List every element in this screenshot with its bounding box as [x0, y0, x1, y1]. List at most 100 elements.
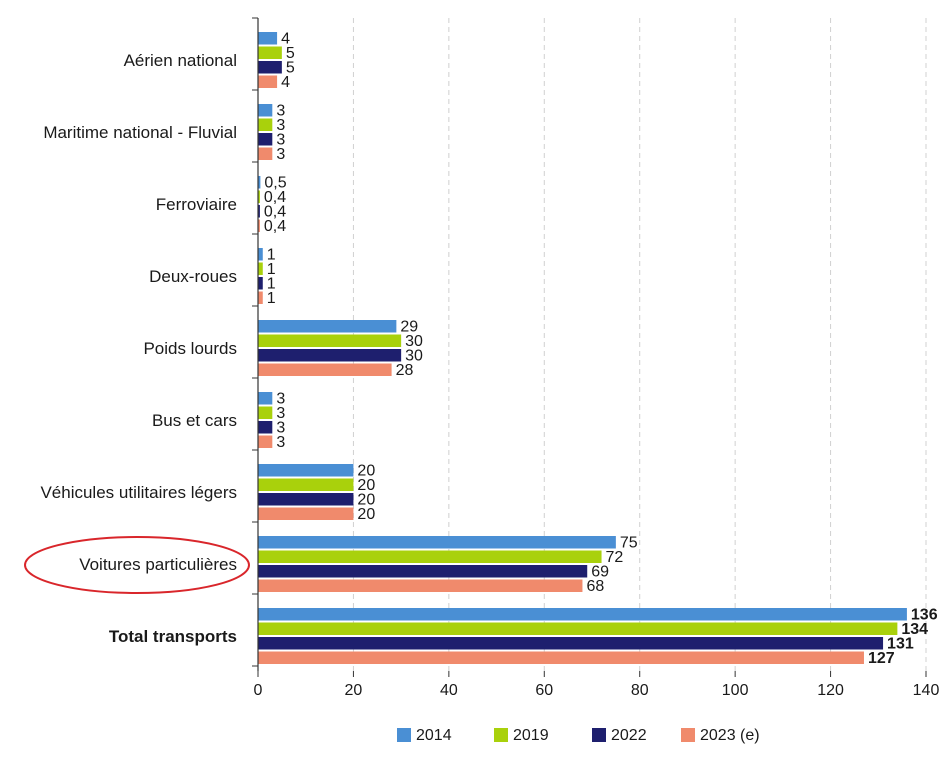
bar-deux-roues-2019: [258, 262, 263, 275]
legend-swatch-2019: [494, 728, 508, 742]
category-labels: Aérien national Maritime national - Fluvi…: [40, 51, 237, 646]
category-label-total-transports: Total transports: [109, 627, 237, 646]
x-tick-label-40: 40: [440, 682, 458, 699]
value-label-maritime-national-fluvial-2022: 3: [276, 131, 285, 148]
value-label-vehicules-utilitaires-legers-2019: 20: [357, 477, 375, 494]
x-tick-label-120: 120: [817, 682, 844, 699]
x-tick-label-140: 140: [913, 682, 940, 699]
bar-voitures-particulieres-2022: [258, 565, 588, 578]
bar-ferroviaire-2019: [258, 190, 260, 203]
value-label-deux-roues-2014: 1: [267, 246, 276, 263]
category-label-voitures-particulieres: Voitures particulières: [79, 555, 237, 574]
value-label-maritime-national-fluvial-2023-e: 3: [276, 146, 285, 163]
bar-total-transports-2023-e: [258, 651, 864, 664]
value-label-poids-lourds-2014: 29: [400, 318, 418, 335]
category-label-deux-roues: Deux-roues: [149, 267, 237, 286]
bar-ferroviaire-2023-e: [258, 219, 260, 232]
highlight-ellipse: [24, 536, 250, 594]
value-label-aerien-national-2023-e: 4: [281, 74, 290, 91]
bar-maritime-national-fluvial-2014: [258, 104, 273, 117]
legend-swatch-2023-e: [681, 728, 695, 742]
bar-bus-et-cars-2023-e: [258, 435, 273, 448]
value-label-total-transports-2023-e: 127: [868, 650, 895, 667]
bar-bus-et-cars-2014: [258, 392, 273, 405]
value-label-maritime-national-fluvial-2014: 3: [276, 102, 285, 119]
value-labels: 455433330,50,40,40,411112930302833332020…: [264, 30, 938, 667]
value-label-poids-lourds-2023-e: 28: [396, 362, 414, 379]
category-label-poids-lourds: Poids lourds: [143, 339, 237, 358]
value-label-vehicules-utilitaires-legers-2023-e: 20: [357, 506, 375, 523]
legend-label-2022: 2022: [611, 727, 647, 744]
x-tick-label-100: 100: [722, 682, 749, 699]
bar-vehicules-utilitaires-legers-2014: [258, 464, 354, 477]
value-label-aerien-national-2014: 4: [281, 30, 290, 47]
bar-deux-roues-2022: [258, 277, 263, 290]
bar-maritime-national-fluvial-2022: [258, 133, 273, 146]
bar-vehicules-utilitaires-legers-2019: [258, 478, 354, 491]
value-label-voitures-particulieres-2023-e: 68: [586, 578, 604, 595]
value-label-voitures-particulieres-2022: 69: [591, 563, 609, 580]
bar-deux-roues-2023-e: [258, 291, 263, 304]
value-label-total-transports-2019: 134: [901, 621, 928, 638]
legend-label-2023-e: 2023 (e): [700, 727, 760, 744]
bar-poids-lourds-2022: [258, 349, 402, 362]
axes: [252, 17, 259, 671]
bar-bus-et-cars-2022: [258, 421, 273, 434]
bar-maritime-national-fluvial-2023-e: [258, 147, 273, 160]
legend-label-2019: 2019: [513, 727, 549, 744]
bar-bus-et-cars-2019: [258, 406, 273, 419]
bar-aerien-national-2019: [258, 46, 282, 59]
category-label-maritime-national-fluvial: Maritime national - Fluvial: [43, 123, 237, 142]
bar-poids-lourds-2014: [258, 320, 397, 333]
bar-ferroviaire-2022: [258, 205, 260, 218]
bar-poids-lourds-2023-e: [258, 363, 392, 376]
value-label-deux-roues-2019: 1: [267, 261, 276, 278]
x-tick-label-20: 20: [345, 682, 363, 699]
x-ticks: 0 20 40 60 80 100 120 140: [254, 671, 940, 699]
value-label-aerien-national-2022: 5: [286, 59, 295, 76]
value-label-total-transports-2014: 136: [911, 606, 938, 623]
value-label-poids-lourds-2022: 30: [405, 347, 423, 364]
category-label-vehicules-utilitaires-legers: Véhicules utilitaires légers: [40, 483, 237, 502]
highlight-annotation: [24, 536, 250, 594]
category-label-aerien-national: Aérien national: [124, 51, 237, 70]
value-label-ferroviaire-2014: 0,5: [264, 174, 286, 191]
bar-total-transports-2014: [258, 608, 907, 621]
bar-vehicules-utilitaires-legers-2023-e: [258, 507, 354, 520]
value-label-total-transports-2022: 131: [887, 635, 914, 652]
bar-ferroviaire-2014: [258, 176, 261, 189]
value-label-poids-lourds-2019: 30: [405, 333, 423, 350]
x-tick-label-80: 80: [631, 682, 649, 699]
legend-label-2014: 2014: [416, 727, 452, 744]
bar-aerien-national-2014: [258, 32, 278, 45]
value-label-ferroviaire-2022: 0,4: [264, 203, 286, 220]
value-label-maritime-national-fluvial-2019: 3: [276, 117, 285, 134]
bar-vehicules-utilitaires-legers-2022: [258, 493, 354, 506]
bar-aerien-national-2023-e: [258, 75, 278, 88]
value-label-vehicules-utilitaires-legers-2022: 20: [357, 491, 375, 508]
legend: 2014 2019 2022 2023 (e): [397, 727, 760, 744]
bar-aerien-national-2022: [258, 61, 282, 74]
category-label-ferroviaire: Ferroviaire: [156, 195, 237, 214]
legend-swatch-2022: [592, 728, 606, 742]
value-label-vehicules-utilitaires-legers-2014: 20: [357, 462, 375, 479]
x-tick-label-0: 0: [254, 682, 263, 699]
value-label-voitures-particulieres-2019: 72: [606, 549, 624, 566]
value-label-aerien-national-2019: 5: [286, 45, 295, 62]
gridlines: [352, 18, 927, 671]
bar-deux-roues-2014: [258, 248, 263, 261]
category-label-bus-et-cars: Bus et cars: [152, 411, 237, 430]
bar-voitures-particulieres-2023-e: [258, 579, 583, 592]
bar-voitures-particulieres-2019: [258, 550, 602, 563]
x-tick-label-60: 60: [535, 682, 553, 699]
value-label-voitures-particulieres-2014: 75: [620, 534, 638, 551]
bar-voitures-particulieres-2014: [258, 536, 616, 549]
bar-maritime-national-fluvial-2019: [258, 118, 273, 131]
legend-swatch-2014: [397, 728, 411, 742]
bar-total-transports-2019: [258, 622, 898, 635]
value-label-bus-et-cars-2019: 3: [276, 405, 285, 422]
value-label-ferroviaire-2023-e: 0,4: [264, 218, 286, 235]
bar-poids-lourds-2019: [258, 334, 402, 347]
value-label-deux-roues-2022: 1: [267, 275, 276, 292]
